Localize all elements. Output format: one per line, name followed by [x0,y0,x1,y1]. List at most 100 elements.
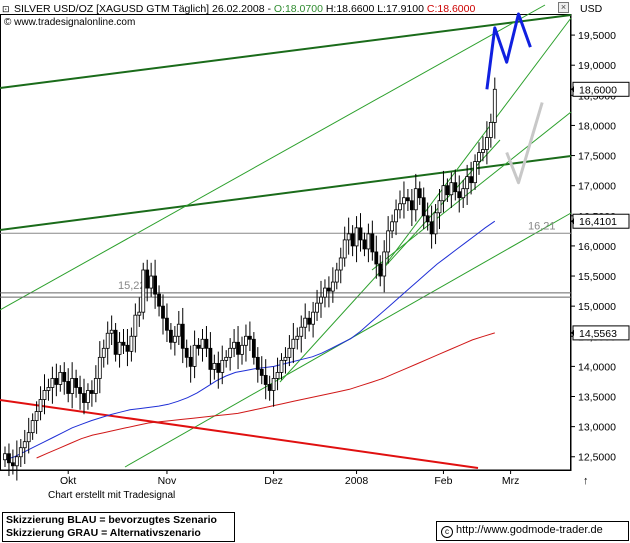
candle-body [204,338,209,349]
x-tick-label: Nov [158,475,177,487]
level-label-1: 15,22 [118,280,146,292]
candle-body [492,88,497,123]
candle-body [78,387,82,394]
candle-body [291,338,296,349]
candle-body [42,390,47,400]
price-tag-pointer [571,86,574,93]
y-tick-label: 16,0000 [578,241,616,253]
price-tag-label: 18,6000 [579,84,617,96]
candle-body [378,263,383,277]
title-main: SILVER USD/OZ [XAGUSD GTM Täglich] 26.02… [14,3,274,15]
candle-body [394,209,398,223]
unit-label: USD [580,3,603,15]
y-tick-label: 19,0000 [578,60,616,72]
candle-body [334,269,339,283]
x-tick-label: 2008 [345,475,369,487]
candle-body [457,191,462,199]
candle-body [137,311,142,316]
candle-body [374,251,379,265]
candle-body [244,335,248,346]
candle-body [93,378,98,394]
legend-grey: Skizzierung GRAU = Alternativszenario [6,527,201,539]
candle-body [421,197,426,217]
candle-body [465,176,470,190]
candle-body [7,453,11,464]
x-axis-arrow: ↑ [583,475,589,487]
candle-body [180,323,185,349]
legend-blue: Skizzierung BLAU = bevorzugtes Szenario [6,514,217,526]
candle-body [133,314,138,337]
candle-body [50,378,55,388]
candle-body [26,432,31,443]
candle-body [338,257,343,271]
candle-body [168,329,173,343]
footer-credit: Chart erstellt mit Tradesignal [48,490,176,501]
price-tag-label: 14,5563 [579,328,617,340]
candle-body [350,233,355,247]
candle-body [481,149,485,153]
website-link[interactable]: http://www.godmode-trader.de [456,524,603,536]
candle-body [398,203,402,211]
candle-body [22,441,27,449]
candle-body [66,381,71,394]
candle-body [200,338,205,349]
candle-body [461,188,466,199]
candle-body [188,356,193,367]
candle-body [315,302,319,313]
candle-body [255,356,260,370]
candle-body [121,341,126,346]
candle-body [311,311,316,325]
candle-body [386,230,391,253]
candle-body [220,359,225,373]
candle-body [382,251,387,277]
scenario-blue-sketch [485,12,532,90]
candle-body [70,378,75,394]
candle-body [433,212,438,235]
candle-body [326,287,331,292]
candle-body [275,372,280,379]
candle-body [208,347,213,370]
x-tick-label: Feb [434,475,452,487]
candle-body [488,122,493,138]
close-button[interactable]: × [558,2,569,13]
candle-body [196,344,201,349]
candle-body [402,197,406,205]
candle-body [271,378,276,391]
candle-body [449,182,454,196]
candle-body [192,344,197,367]
level-label-0: 16,21 [528,220,556,232]
candle-body [101,347,106,358]
candle-body [473,161,477,184]
close-value: C:18.6000 [426,3,476,15]
x-tick-label: Mrz [502,475,520,487]
candle-body [390,221,395,232]
candle-body [105,332,110,349]
candle-body [477,152,481,162]
candle-body [62,372,67,382]
candle-body [58,372,63,385]
open-value: O:18.0700 [273,3,323,15]
candle-body [184,347,189,358]
candle-body [370,233,375,253]
trendline-green-1 [0,4,546,311]
candle-body [34,411,39,422]
candle-body [224,356,229,361]
candle-body [307,317,312,325]
candle-body [149,275,154,289]
copyright-icon: c [441,526,453,538]
high-low-values: H:18.6600 L:17.9100 [325,3,424,15]
candle-body [484,137,489,150]
candle-body [362,239,367,250]
y-tick-label: 14,0000 [578,361,616,373]
y-tick-label: 15,0000 [578,301,616,313]
y-tick-label: 17,0000 [578,181,616,193]
candle-body [74,378,78,388]
candle-body [228,347,233,358]
candle-body [358,227,363,241]
candle-body [145,269,150,289]
candle-body [303,317,308,328]
price-tag-pointer [571,218,574,225]
website-credit[interactable]: c http://www.godmode-trader.de [436,521,629,541]
candle-body [232,341,237,349]
